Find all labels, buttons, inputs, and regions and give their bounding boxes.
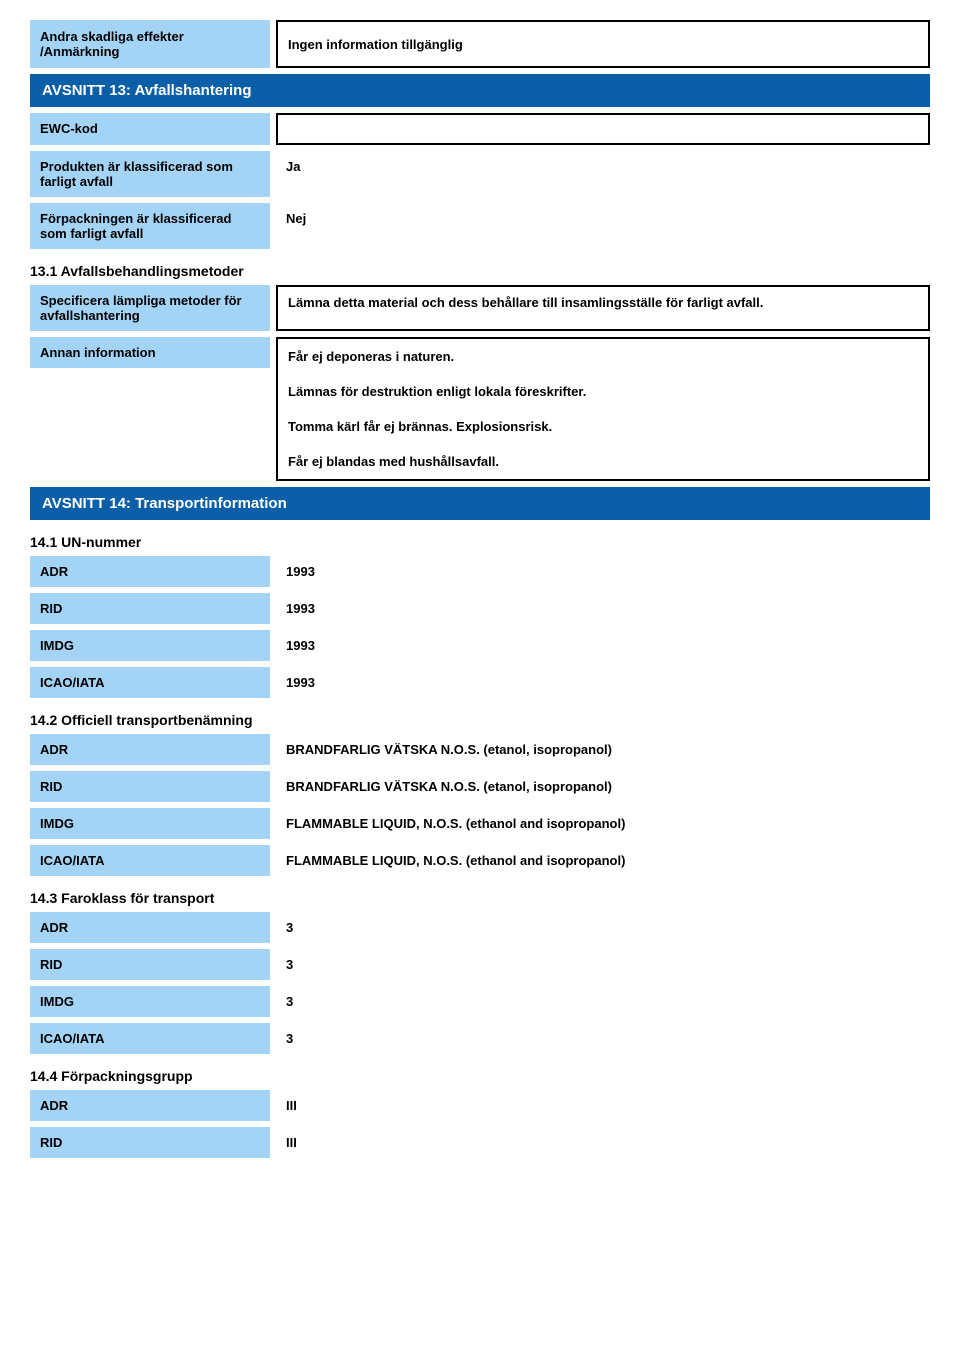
- section-14-header: AVSNITT 14: Transportinformation: [30, 487, 930, 520]
- ewc-row: EWC-kod: [30, 113, 930, 145]
- other-info-line-4: Får ej blandas med hushållsavfall.: [278, 444, 928, 479]
- un-adr-row: ADR 1993: [30, 556, 930, 587]
- rid-label-2: RID: [30, 771, 270, 802]
- pg-rid-row: RID III: [30, 1127, 930, 1158]
- adr-label-2: ADR: [30, 734, 270, 765]
- icao-label-2: ICAO/IATA: [30, 845, 270, 876]
- name-rid-value: BRANDFARLIG VÄTSKA N.O.S. (etanol, isopr…: [276, 771, 930, 802]
- methods-row: Specificera lämpliga metoder för avfalls…: [30, 285, 930, 331]
- adr-label-3: ADR: [30, 912, 270, 943]
- hazardous-product-value: Ja: [276, 151, 930, 197]
- hazardous-product-row: Produkten är klassificerad som farligt a…: [30, 151, 930, 197]
- un-icao-row: ICAO/IATA 1993: [30, 667, 930, 698]
- name-imdg-value: FLAMMABLE LIQUID, N.O.S. (ethanol and is…: [276, 808, 930, 839]
- icao-label: ICAO/IATA: [30, 667, 270, 698]
- ewc-label: EWC-kod: [30, 113, 270, 145]
- class-rid-value: 3: [276, 949, 930, 980]
- class-imdg-value: 3: [276, 986, 930, 1017]
- imdg-label-3: IMDG: [30, 986, 270, 1017]
- subsection-14-1: 14.1 UN-nummer: [30, 526, 930, 556]
- un-adr-value: 1993: [276, 556, 930, 587]
- other-info-label: Annan information: [30, 337, 270, 368]
- name-rid-row: RID BRANDFARLIG VÄTSKA N.O.S. (etanol, i…: [30, 771, 930, 802]
- methods-value: Lämna detta material och dess behållare …: [276, 285, 930, 331]
- subsection-14-3: 14.3 Faroklass för transport: [30, 882, 930, 912]
- pg-adr-value: III: [276, 1090, 930, 1121]
- name-adr-value: BRANDFARLIG VÄTSKA N.O.S. (etanol, isopr…: [276, 734, 930, 765]
- class-adr-value: 3: [276, 912, 930, 943]
- rid-label: RID: [30, 593, 270, 624]
- class-adr-row: ADR 3: [30, 912, 930, 943]
- un-icao-value: 1993: [276, 667, 930, 698]
- class-imdg-row: IMDG 3: [30, 986, 930, 1017]
- hazardous-packaging-label: Förpackningen är klassificerad som farli…: [30, 203, 270, 249]
- rid-label-3: RID: [30, 949, 270, 980]
- imdg-label: IMDG: [30, 630, 270, 661]
- rid-label-4: RID: [30, 1127, 270, 1158]
- un-imdg-value: 1993: [276, 630, 930, 661]
- hazardous-packaging-value: Nej: [276, 203, 930, 249]
- adr-label: ADR: [30, 556, 270, 587]
- name-imdg-row: IMDG FLAMMABLE LIQUID, N.O.S. (ethanol a…: [30, 808, 930, 839]
- methods-label: Specificera lämpliga metoder för avfalls…: [30, 285, 270, 331]
- subsection-14-2: 14.2 Officiell transportbenämning: [30, 704, 930, 734]
- hazardous-packaging-row: Förpackningen är klassificerad som farli…: [30, 203, 930, 249]
- pg-rid-value: III: [276, 1127, 930, 1158]
- other-info-row: Annan information Får ej deponeras i nat…: [30, 337, 930, 481]
- class-icao-value: 3: [276, 1023, 930, 1054]
- subsection-14-4: 14.4 Förpackningsgrupp: [30, 1060, 930, 1090]
- name-icao-row: ICAO/IATA FLAMMABLE LIQUID, N.O.S. (etha…: [30, 845, 930, 876]
- hazardous-product-label: Produkten är klassificerad som farligt a…: [30, 151, 270, 197]
- other-effects-label: Andra skadliga effekter /Anmärkning: [30, 20, 270, 68]
- adr-label-4: ADR: [30, 1090, 270, 1121]
- imdg-label-2: IMDG: [30, 808, 270, 839]
- subsection-13-1: 13.1 Avfallsbehandlingsmetoder: [30, 255, 930, 285]
- section-13-header: AVSNITT 13: Avfallshantering: [30, 74, 930, 107]
- un-rid-row: RID 1993: [30, 593, 930, 624]
- other-info-value: Får ej deponeras i naturen. Lämnas för d…: [276, 337, 930, 481]
- other-info-line-2: Lämnas för destruktion enligt lokala för…: [278, 374, 928, 409]
- other-info-line-3: Tomma kärl får ej brännas. Explosionsris…: [278, 409, 928, 444]
- un-imdg-row: IMDG 1993: [30, 630, 930, 661]
- class-icao-row: ICAO/IATA 3: [30, 1023, 930, 1054]
- other-effects-row: Andra skadliga effekter /Anmärkning Inge…: [30, 20, 930, 68]
- un-rid-value: 1993: [276, 593, 930, 624]
- pg-adr-row: ADR III: [30, 1090, 930, 1121]
- class-rid-row: RID 3: [30, 949, 930, 980]
- name-adr-row: ADR BRANDFARLIG VÄTSKA N.O.S. (etanol, i…: [30, 734, 930, 765]
- other-info-line-1: Får ej deponeras i naturen.: [278, 339, 928, 374]
- ewc-value: [276, 113, 930, 145]
- icao-label-3: ICAO/IATA: [30, 1023, 270, 1054]
- other-effects-value: Ingen information tillgänglig: [276, 20, 930, 68]
- name-icao-value: FLAMMABLE LIQUID, N.O.S. (ethanol and is…: [276, 845, 930, 876]
